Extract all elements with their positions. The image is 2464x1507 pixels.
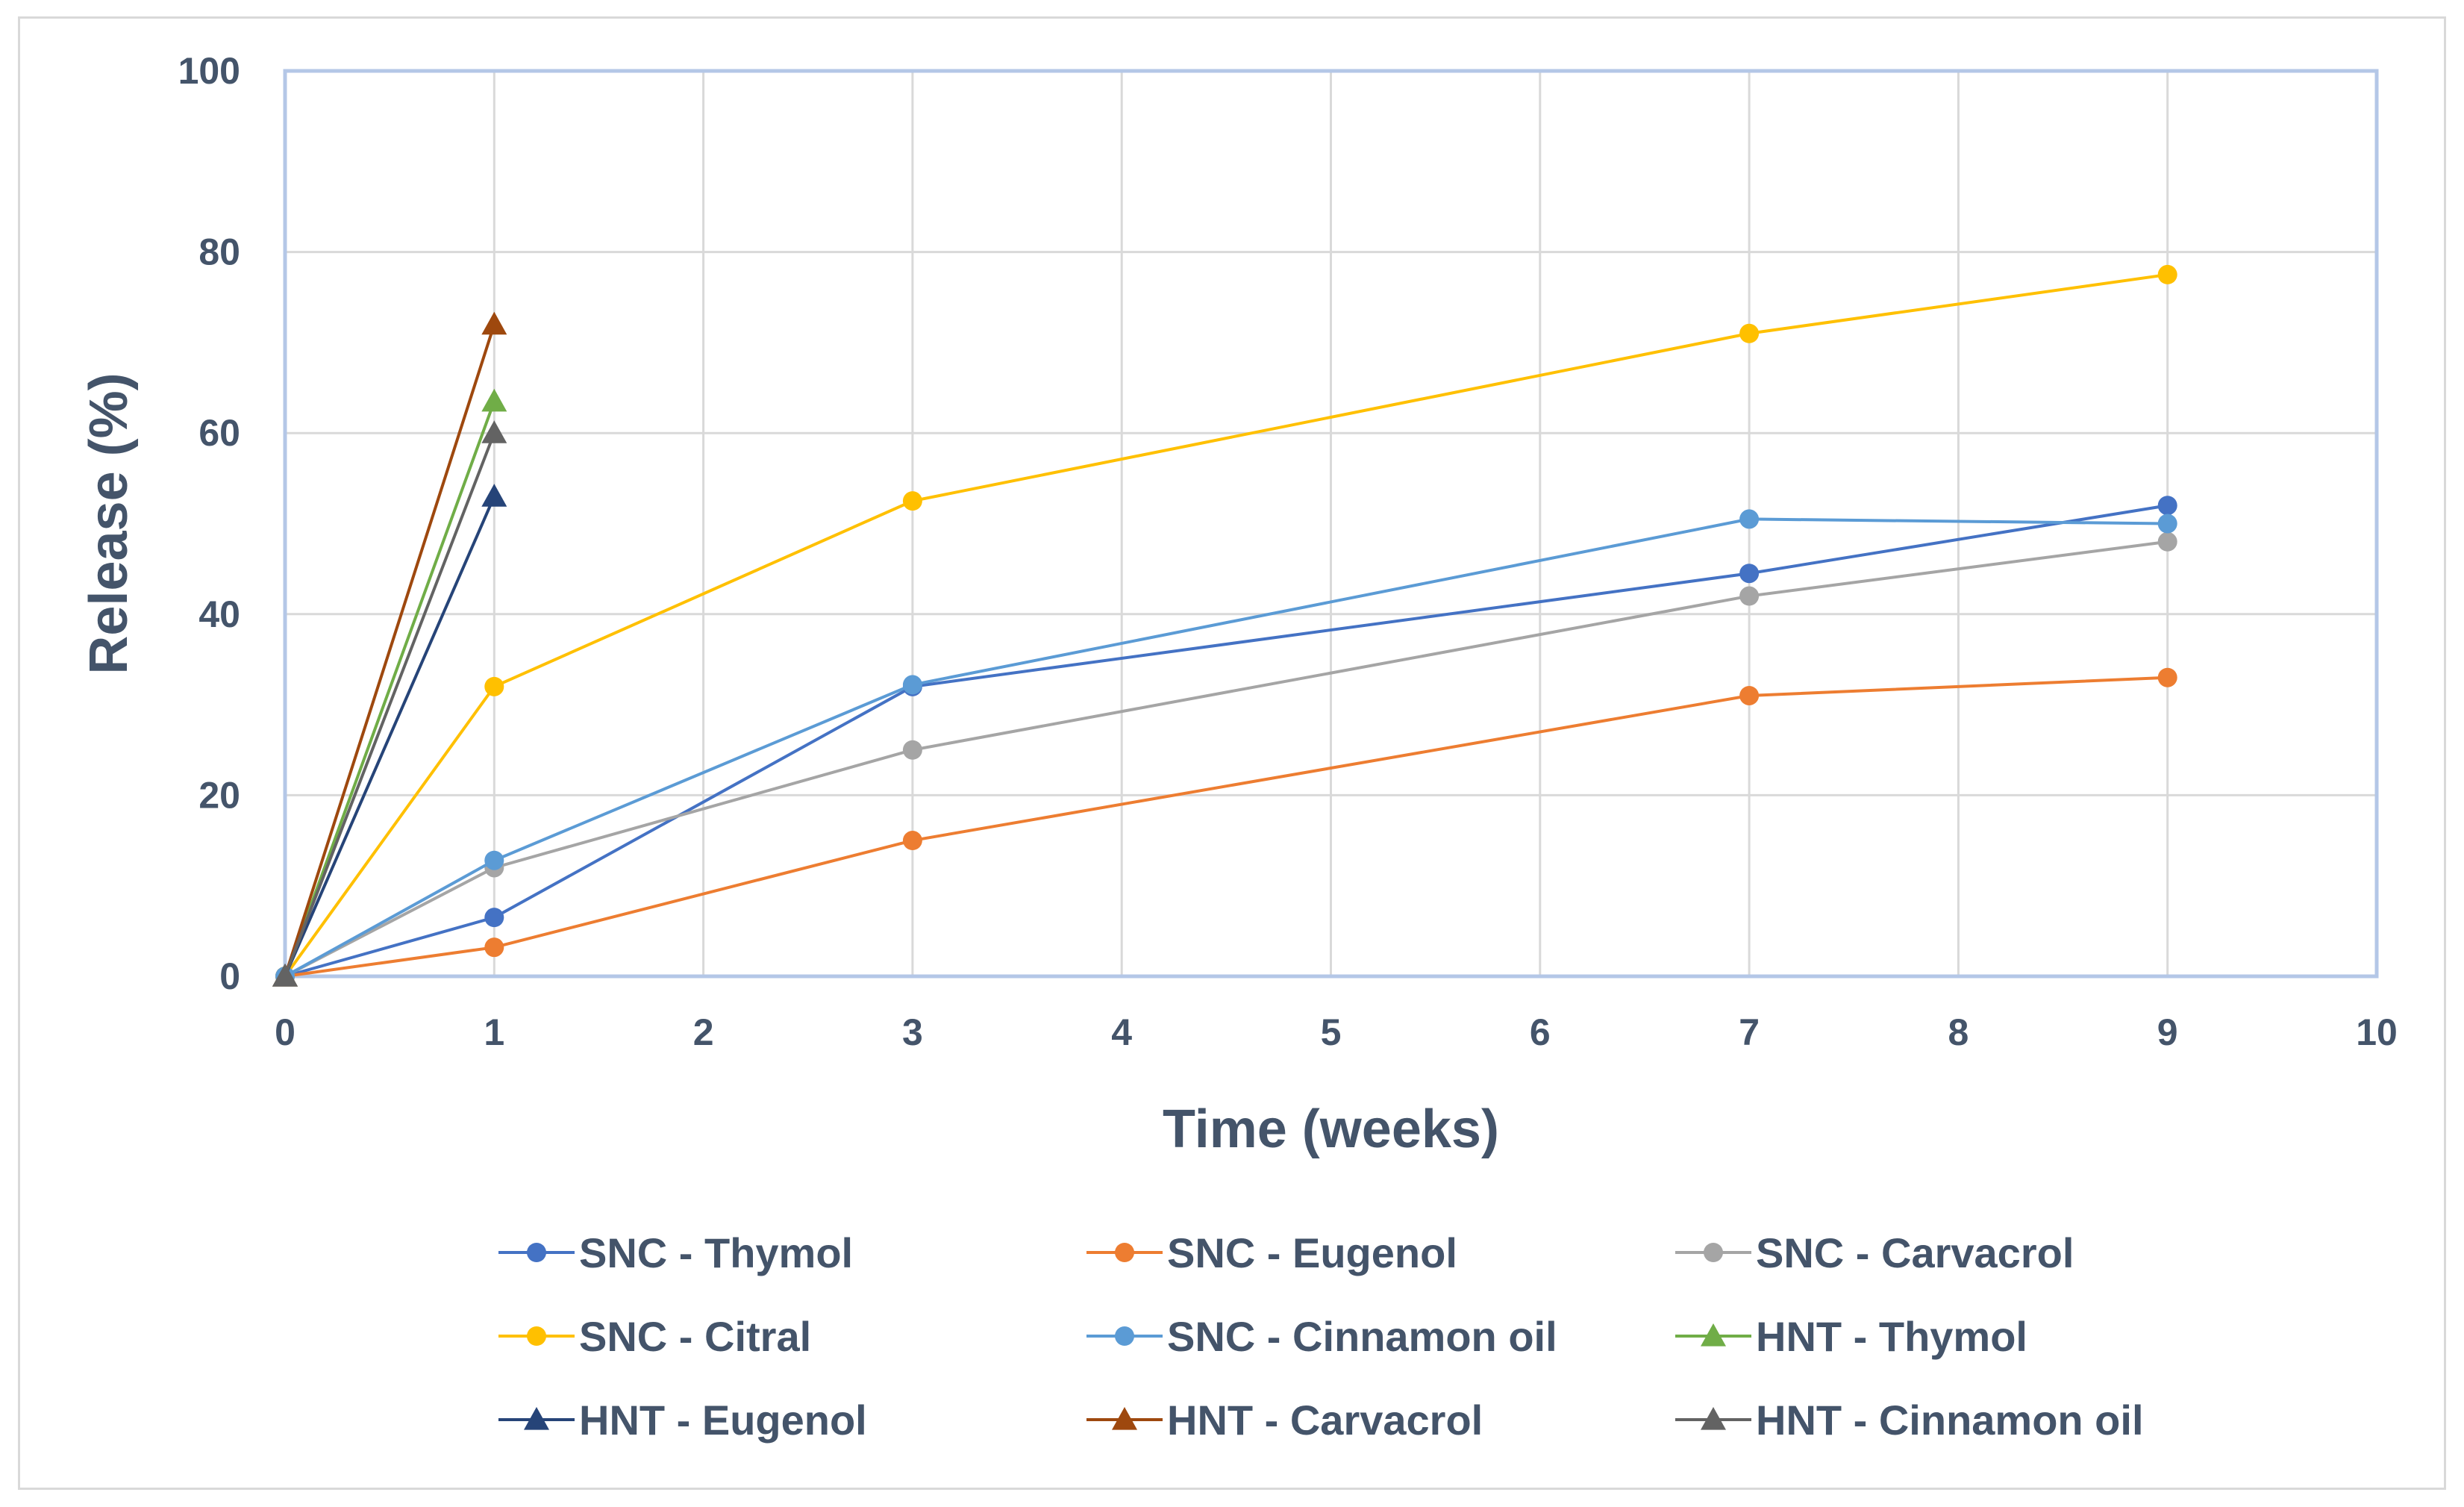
- series-line: [284, 272, 2168, 978]
- x-tick-label: 10: [2356, 1011, 2398, 1053]
- series-hnt-carvacrol: [272, 311, 507, 987]
- data-point: [2157, 667, 2177, 687]
- legend-label: HNT - Cinnamon oil: [1756, 1397, 2144, 1444]
- data-point: [2157, 264, 2177, 284]
- legend-item: SNC - Citral: [498, 1313, 811, 1360]
- legend-item: HNT - Cinnamon oil: [1675, 1397, 2144, 1444]
- series-hnt-cinnamon-oil: [272, 420, 507, 987]
- legend-marker: [527, 1243, 546, 1262]
- y-tick-label: 20: [198, 774, 240, 816]
- data-point: [272, 964, 298, 987]
- data-point: [481, 311, 507, 335]
- data-point: [1739, 564, 1760, 584]
- data-point: [1739, 323, 1760, 343]
- x-tick-label: 6: [1530, 1011, 1551, 1053]
- series-line: [284, 432, 496, 977]
- x-tick-label: 9: [2157, 1011, 2178, 1053]
- data-point: [902, 675, 922, 695]
- legend-item: SNC - Carvacrol: [1675, 1229, 2074, 1276]
- legend-marker: [1701, 1407, 1726, 1430]
- legend-marker: [527, 1326, 546, 1346]
- series-layer: [272, 264, 2177, 987]
- legend-item: SNC - Eugenol: [1086, 1229, 1457, 1276]
- series-snc-carvacrol: [275, 531, 2177, 986]
- series-snc-cinnamon-oil: [275, 509, 2177, 986]
- series-line: [284, 676, 2168, 978]
- data-point: [2157, 531, 2177, 552]
- legend-label: HNT - Thymol: [1756, 1313, 2027, 1360]
- legend-marker: [1115, 1326, 1134, 1346]
- data-point: [902, 491, 922, 511]
- series-line: [284, 496, 496, 977]
- data-point: [484, 937, 504, 958]
- data-point: [902, 831, 922, 851]
- x-tick-label: 4: [1111, 1011, 1132, 1053]
- legend-label: HNT - Carvacrol: [1167, 1397, 1483, 1444]
- series-line: [284, 401, 496, 977]
- legend-marker: [1704, 1243, 1723, 1262]
- legend-label: SNC - Thymol: [579, 1229, 853, 1276]
- y-tick-label: 0: [219, 955, 240, 997]
- series-line: [284, 540, 2168, 978]
- data-point: [1739, 685, 1760, 705]
- legend-marker: [1115, 1243, 1134, 1262]
- plot-area-border: [283, 69, 2379, 979]
- data-point: [902, 740, 922, 760]
- legend-marker: [1701, 1323, 1726, 1347]
- data-point: [484, 676, 504, 696]
- series-line: [284, 504, 2168, 978]
- legend: SNC - Thymol SNC - Eugenol SNC - Carvacrol…: [498, 1229, 2144, 1444]
- x-axis-title: Time (weeks): [1163, 1099, 1499, 1159]
- data-point: [481, 388, 507, 412]
- x-tick-label: 2: [693, 1011, 714, 1053]
- legend-item: HNT - Carvacrol: [1086, 1397, 1483, 1444]
- legend-marker: [524, 1407, 549, 1430]
- y-axis-title: Release (%): [79, 372, 139, 674]
- chart-frame: [18, 16, 2446, 1490]
- legend-item: HNT - Eugenol: [498, 1397, 867, 1444]
- x-tick-label: 7: [1739, 1011, 1760, 1053]
- data-point: [481, 484, 507, 507]
- data-point: [481, 420, 507, 443]
- legend-item: HNT - Thymol: [1675, 1313, 2027, 1360]
- data-point: [484, 850, 504, 870]
- legend-item: SNC - Thymol: [498, 1229, 853, 1276]
- legend-marker: [1112, 1407, 1137, 1430]
- y-tick-label: 60: [198, 412, 240, 454]
- series-line: [284, 517, 2168, 978]
- x-tick-label: 5: [1321, 1011, 1342, 1053]
- legend-label: HNT - Eugenol: [579, 1397, 867, 1444]
- y-tick-label: 100: [178, 50, 240, 92]
- series-line: [284, 324, 496, 977]
- y-tick-label: 80: [198, 231, 240, 273]
- x-tick-label: 1: [484, 1011, 504, 1053]
- data-point: [484, 908, 504, 928]
- legend-label: SNC - Citral: [579, 1313, 811, 1360]
- legend-label: SNC - Eugenol: [1167, 1229, 1457, 1276]
- x-tick-label: 3: [902, 1011, 923, 1053]
- series-snc-citral: [275, 264, 2177, 986]
- data-point: [1739, 509, 1760, 529]
- series-snc-thymol: [275, 496, 2177, 986]
- y-tick-label: 40: [198, 593, 240, 635]
- legend-label: SNC - Cinnamon oil: [1167, 1313, 1557, 1360]
- data-point: [2157, 496, 2177, 516]
- legend-item: SNC - Cinnamon oil: [1086, 1313, 1557, 1360]
- series-snc-eugenol: [275, 667, 2177, 986]
- data-point: [1739, 586, 1760, 606]
- x-tick-label: 0: [275, 1011, 296, 1053]
- legend-label: SNC - Carvacrol: [1756, 1229, 2074, 1276]
- data-point: [2157, 514, 2177, 534]
- x-tick-label: 8: [1948, 1011, 1969, 1053]
- series-hnt-thymol: [272, 388, 507, 987]
